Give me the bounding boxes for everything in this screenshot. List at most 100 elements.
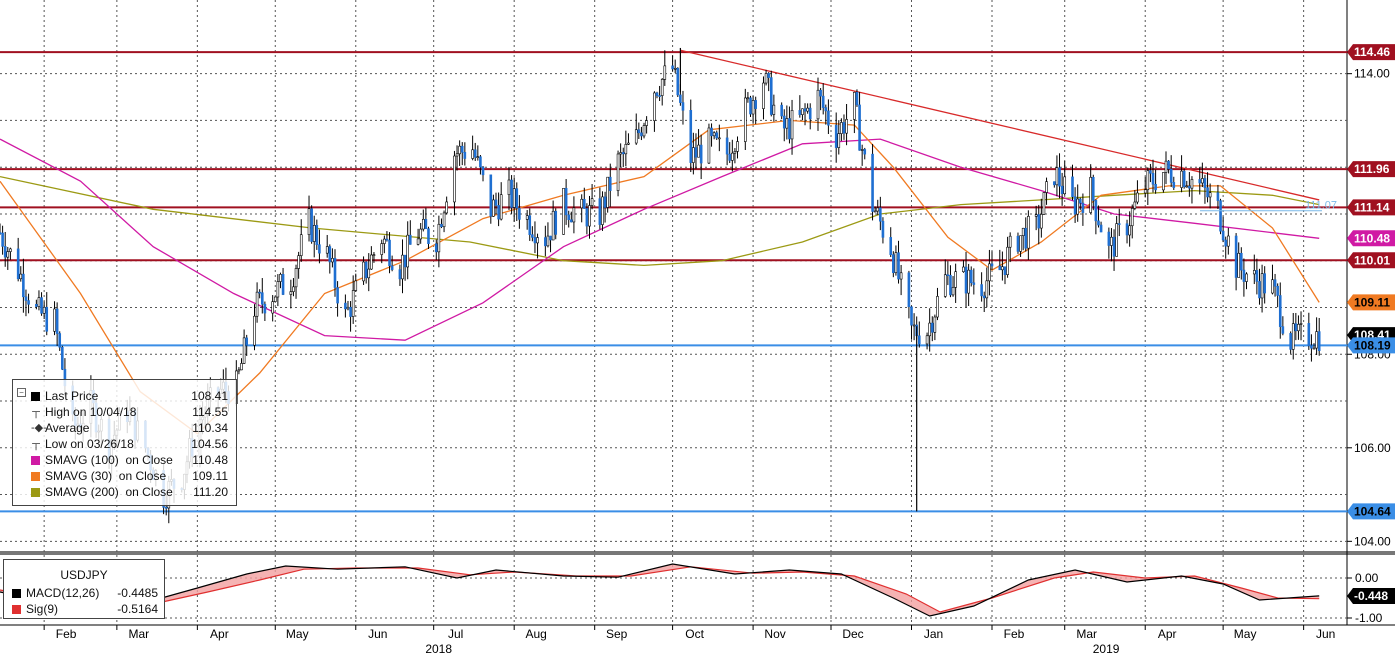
- candle-body: [930, 322, 934, 333]
- candle-body: [279, 274, 282, 282]
- candle-body: [554, 210, 558, 235]
- candle-body: [803, 108, 807, 112]
- candle-body: [707, 127, 711, 164]
- candle-body: [1224, 239, 1228, 247]
- candle-body: [499, 194, 503, 220]
- candle-body: [731, 152, 734, 161]
- candle-body: [1240, 252, 1243, 271]
- candle-body: [863, 149, 867, 155]
- candle-body: [1078, 198, 1082, 204]
- candle-body: [580, 198, 583, 209]
- candle-body: [494, 199, 498, 206]
- legend-label: SMAVG (100) on Close: [45, 453, 173, 467]
- x-tick-label: Apr: [210, 627, 229, 641]
- price-tag-111.14-text: 111.14: [1354, 200, 1390, 214]
- candle-body: [1260, 273, 1264, 299]
- candle-body: [1130, 208, 1134, 227]
- price-tag-110.48-bg: [1347, 230, 1395, 247]
- candle-body: [912, 324, 916, 327]
- legend-entry: -◆- Average 110.34: [13, 420, 236, 436]
- candle-body: [1, 232, 4, 247]
- candle-body: [1317, 331, 1321, 351]
- price-tag-109.11-text: 109.11: [1354, 295, 1390, 309]
- candle-body: [24, 296, 28, 301]
- macd-y-tick-label: -1.00: [1355, 611, 1383, 625]
- candle-body: [390, 265, 394, 270]
- candle-body: [1208, 192, 1212, 198]
- candle-body: [1089, 176, 1092, 213]
- macd-legend-swatch: [12, 605, 21, 614]
- candle-body: [769, 77, 773, 115]
- legend-label: Last Price: [45, 389, 99, 403]
- macd-legend-value: -0.5164: [117, 602, 158, 616]
- candle-body: [398, 269, 402, 280]
- candle-body: [1024, 227, 1028, 249]
- candle-body: [1289, 333, 1292, 350]
- candle-body: [525, 215, 529, 220]
- candle-body: [489, 174, 493, 217]
- candle-body: [715, 132, 719, 139]
- candle-body: [245, 337, 249, 346]
- candle-body: [1151, 172, 1155, 185]
- candle-body: [879, 207, 882, 222]
- candle-body: [307, 208, 311, 236]
- candle-body: [876, 207, 880, 212]
- candle-body: [1081, 202, 1085, 213]
- candle-body: [785, 118, 789, 129]
- candle-body: [401, 254, 404, 280]
- candle-body: [1198, 179, 1202, 184]
- candle-body: [299, 234, 303, 256]
- price-tag-110.01-text: 110.01: [1354, 253, 1390, 267]
- candle-body: [271, 301, 274, 314]
- candle-body: [845, 119, 848, 134]
- candle-body: [1185, 185, 1189, 188]
- candle-body: [746, 97, 750, 100]
- legend-label: High on 10/04/18: [45, 405, 137, 419]
- candle-body: [372, 254, 376, 256]
- candle-body: [616, 153, 620, 191]
- candle-body: [53, 308, 56, 332]
- candle-body: [699, 144, 703, 164]
- x-tick-label: Nov: [764, 627, 785, 641]
- candle-body: [237, 369, 241, 372]
- panel-separator: [0, 551, 1395, 555]
- candle-body: [962, 266, 965, 272]
- candle-body: [899, 272, 903, 280]
- candle-body: [549, 235, 552, 241]
- candle-body: [242, 337, 246, 364]
- price-tag-104.64: 104.64: [1347, 503, 1395, 520]
- candle-body: [819, 89, 822, 97]
- candle-body: [718, 137, 721, 140]
- legend-swatch: [31, 392, 40, 401]
- price-tag-114.46: 114.46: [1347, 44, 1395, 61]
- candle-body: [383, 238, 386, 244]
- candle-body: [1258, 281, 1261, 299]
- candle-body: [546, 235, 550, 247]
- candle-body: [351, 290, 355, 317]
- candle-body: [40, 297, 43, 314]
- candle-body: [655, 92, 659, 96]
- candle-body: [824, 107, 828, 112]
- candle-body: [798, 110, 802, 115]
- candle-body: [671, 65, 674, 70]
- candle-body: [1019, 235, 1022, 252]
- candle-body: [782, 115, 786, 129]
- candle-body: [333, 258, 337, 288]
- candle-body: [55, 308, 59, 334]
- x-tick-label: Mar: [129, 627, 150, 641]
- price-tag-110.01-bg: [1347, 252, 1395, 269]
- candle-body: [608, 176, 612, 191]
- candle-body: [806, 107, 809, 112]
- candle-body: [582, 198, 586, 209]
- candle-body: [1154, 183, 1157, 191]
- price-tag-110.48-text: 110.48: [1354, 231, 1390, 245]
- candle-body: [1164, 160, 1168, 173]
- candle-body: [473, 149, 477, 158]
- candle-body: [531, 234, 534, 238]
- candle-body: [9, 248, 12, 252]
- macd-legend-value: -0.4485: [117, 586, 158, 600]
- candle-body: [788, 118, 791, 140]
- legend-collapse-icon[interactable]: −: [17, 388, 26, 397]
- candle-body: [1115, 223, 1118, 257]
- candle-body: [37, 297, 41, 307]
